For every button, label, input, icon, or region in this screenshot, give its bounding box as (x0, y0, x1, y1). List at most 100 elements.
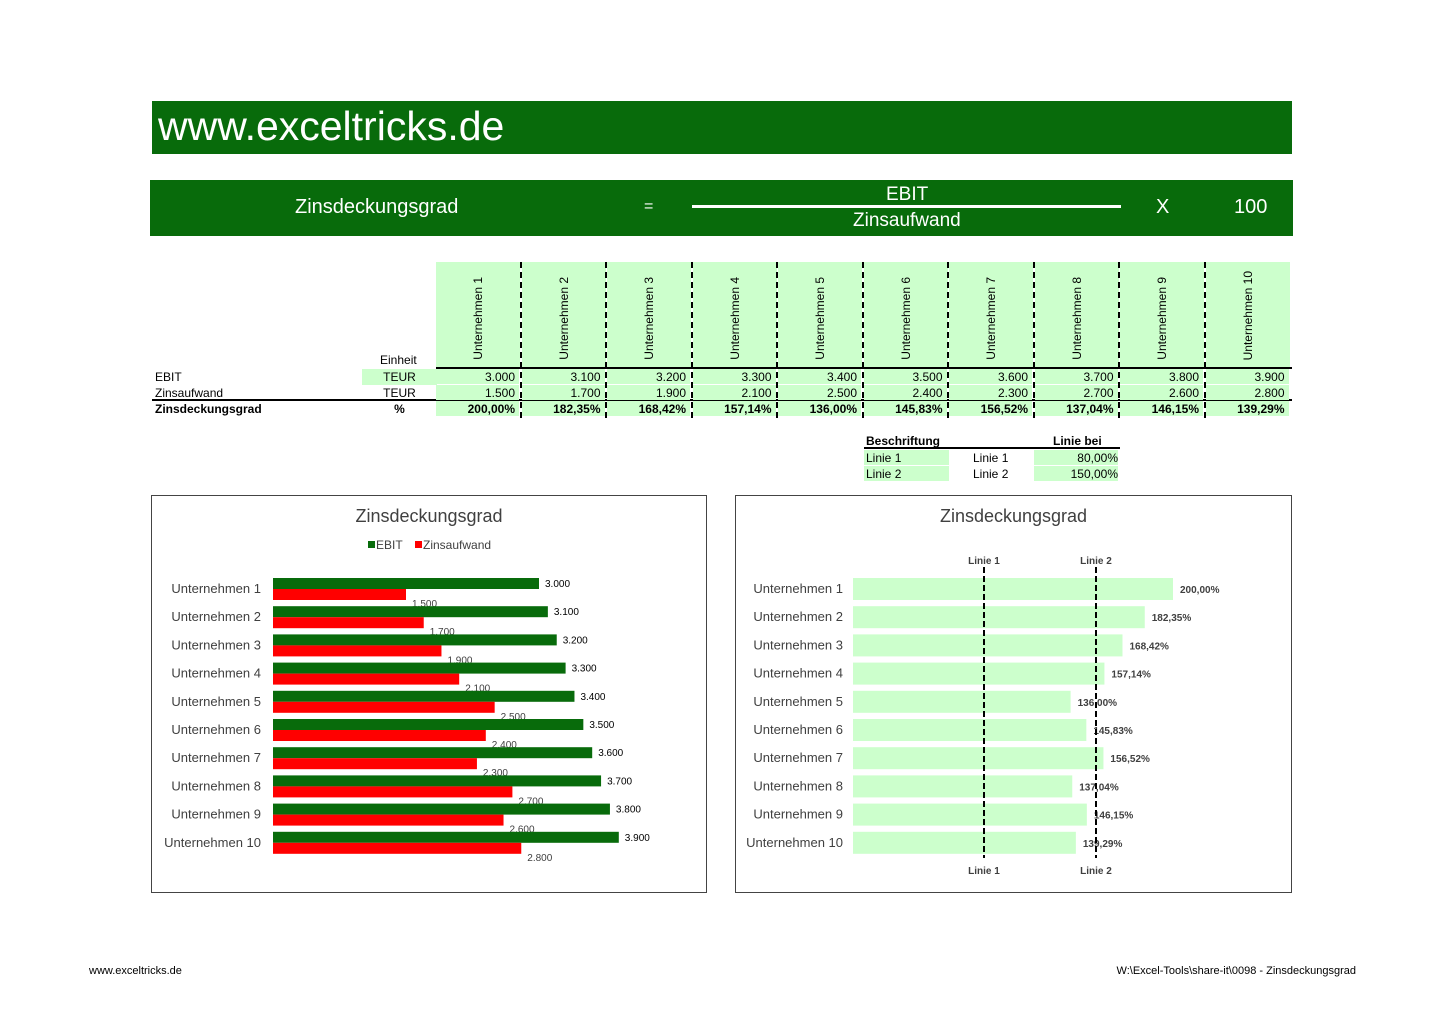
company-header: Unternehmen 8 (1034, 262, 1119, 368)
bar-ebit (273, 719, 584, 730)
reference-line-label-bottom: Linie 2 (1080, 866, 1112, 877)
table-cell: 2.800 (1205, 385, 1289, 400)
column-separator (776, 262, 778, 418)
table-cell: 3.500 (863, 369, 947, 384)
table-cell: 145,83% (863, 401, 947, 416)
company-header-label: Unternehmen 6 (898, 277, 913, 360)
bar-zinsaufwand (273, 617, 424, 629)
data-label-ebit: 3.600 (598, 748, 623, 759)
coverage-bar (853, 634, 1123, 657)
formula-equals: = (644, 198, 654, 215)
data-label-zinsaufwand: 1.500 (412, 599, 437, 610)
category-label: Unternehmen 7 (753, 750, 843, 765)
table-cell: 3.800 (1120, 369, 1203, 384)
lines-row-2-value: 150,00% (1034, 466, 1118, 481)
site-banner: www.exceltricks.de (152, 101, 1292, 154)
bar-ebit (273, 634, 557, 646)
data-label-ebit: 3.400 (580, 692, 605, 703)
formula-denominator: Zinsaufwand (853, 210, 961, 231)
company-header-label: Unternehmen 4 (727, 277, 742, 360)
coverage-bar (853, 803, 1087, 826)
table-top-rule (436, 367, 1292, 369)
company-header: Unternehmen 5 (778, 262, 862, 368)
table-cell: 3.700 (1034, 369, 1118, 384)
chart1-title: Zinsdeckungsgrad (355, 506, 503, 526)
coverage-bar (853, 690, 1071, 713)
category-label: Unternehmen 10 (164, 835, 261, 850)
data-label-zinsaufwand: 2.300 (483, 768, 508, 779)
table-cell: 3.200 (607, 369, 690, 384)
column-separator (1032, 262, 1035, 418)
company-header: Unternehmen 10 (1205, 262, 1290, 368)
legend-label-ebit: EBIT (376, 538, 403, 552)
category-label: Unternehmen 3 (753, 637, 843, 652)
ebit-interest-chart: Zinsdeckungsgrad EBIT Zinsaufwand Unterneh… (151, 495, 707, 893)
company-header-label: Unternehmen 1 (471, 277, 485, 360)
table-cell: 182,35% (521, 401, 605, 416)
company-header: Unternehmen 6 (863, 262, 948, 368)
coverage-label: 137,04% (1079, 782, 1119, 793)
table-cell: 137,04% (1034, 401, 1118, 416)
table-cell: 146,15% (1120, 401, 1203, 416)
category-label: Unternehmen 8 (753, 778, 843, 793)
bar-zinsaufwand (273, 730, 486, 741)
category-label: Unternehmen 2 (171, 609, 261, 624)
coverage-bar (853, 831, 1076, 854)
table-cell: 168,42% (607, 401, 690, 416)
table-cell: 139,29% (1205, 401, 1289, 416)
coverage-label: 168,42% (1129, 641, 1169, 652)
lines-row-2-label: Linie 2 (864, 466, 949, 481)
table-cell: 1.500 (436, 385, 519, 400)
data-label-ebit: 3.300 (572, 664, 597, 675)
coverage-bar (853, 775, 1073, 798)
reference-line-label-top: Linie 2 (1080, 556, 1112, 567)
coverage-label: 146,15% (1094, 811, 1134, 822)
bar-ebit (273, 606, 548, 618)
coverage-label: 139,29% (1083, 839, 1123, 850)
lines-row-1-name: Linie 1 (973, 451, 1009, 465)
bar-ebit (273, 690, 575, 702)
company-header-label: Unternehmen 9 (1155, 277, 1169, 360)
category-label: Unternehmen 6 (753, 722, 843, 737)
bar-zinsaufwand (273, 645, 442, 657)
category-label: Unternehmen 8 (171, 778, 261, 793)
category-label: Unternehmen 5 (171, 694, 261, 709)
company-header-label: Unternehmen 10 (1240, 270, 1255, 360)
lines-header-rule (864, 447, 1120, 449)
formula-factor: 100 (1234, 196, 1268, 218)
coverage-label: 182,35% (1152, 613, 1192, 624)
table-cell: 157,14% (692, 401, 776, 416)
category-label: Unternehmen 3 (171, 637, 261, 652)
bar-ebit (273, 831, 619, 843)
company-header-label: Unternehmen 7 (984, 277, 998, 360)
category-label: Unternehmen 9 (171, 807, 261, 822)
data-label-zinsaufwand: 2.100 (465, 684, 490, 695)
category-label: Unternehmen 5 (753, 694, 843, 709)
table-cell: 1.700 (521, 385, 605, 400)
coverage-bar (853, 719, 1087, 741)
company-header-label: Unternehmen 2 (556, 277, 571, 360)
footer-left: www.exceltricks.de (89, 965, 182, 977)
formula-bar: Zinsdeckungsgrad = EBIT Zinsaufwand X 10… (150, 180, 1293, 236)
table-cell: 136,00% (778, 401, 861, 416)
category-label: Unternehmen 4 (171, 666, 261, 681)
coverage-label: 156,52% (1110, 754, 1150, 765)
chart2-plot: Unternehmen 1 200,00% Unternehmen 2 182,35%… (746, 556, 1219, 877)
footer-right: W:\Excel-Tools\share-it\0098 - Zinsdecku… (1116, 965, 1356, 977)
table-cell: 3.000 (436, 369, 519, 384)
bar-ebit (273, 747, 593, 759)
table-cell: 2.700 (1034, 385, 1118, 400)
table-cell: 2.500 (778, 385, 861, 400)
unit-header: Einheit (380, 353, 417, 367)
legend-label-zinsaufwand: Zinsaufwand (423, 538, 491, 552)
row-unit: TEUR (362, 369, 437, 385)
lines-row-1-value: 80,00% (1034, 450, 1118, 465)
column-separator (1203, 262, 1206, 418)
data-label-ebit: 3.100 (554, 607, 579, 618)
chart2-title: Zinsdeckungsgrad (939, 506, 1088, 526)
company-header: Unternehmen 2 (521, 262, 606, 368)
category-label: Unternehmen 1 (171, 581, 261, 596)
category-label: Unternehmen 9 (753, 807, 843, 822)
table-cell: 2.400 (863, 385, 947, 400)
table-cell: 200,00% (436, 401, 519, 416)
